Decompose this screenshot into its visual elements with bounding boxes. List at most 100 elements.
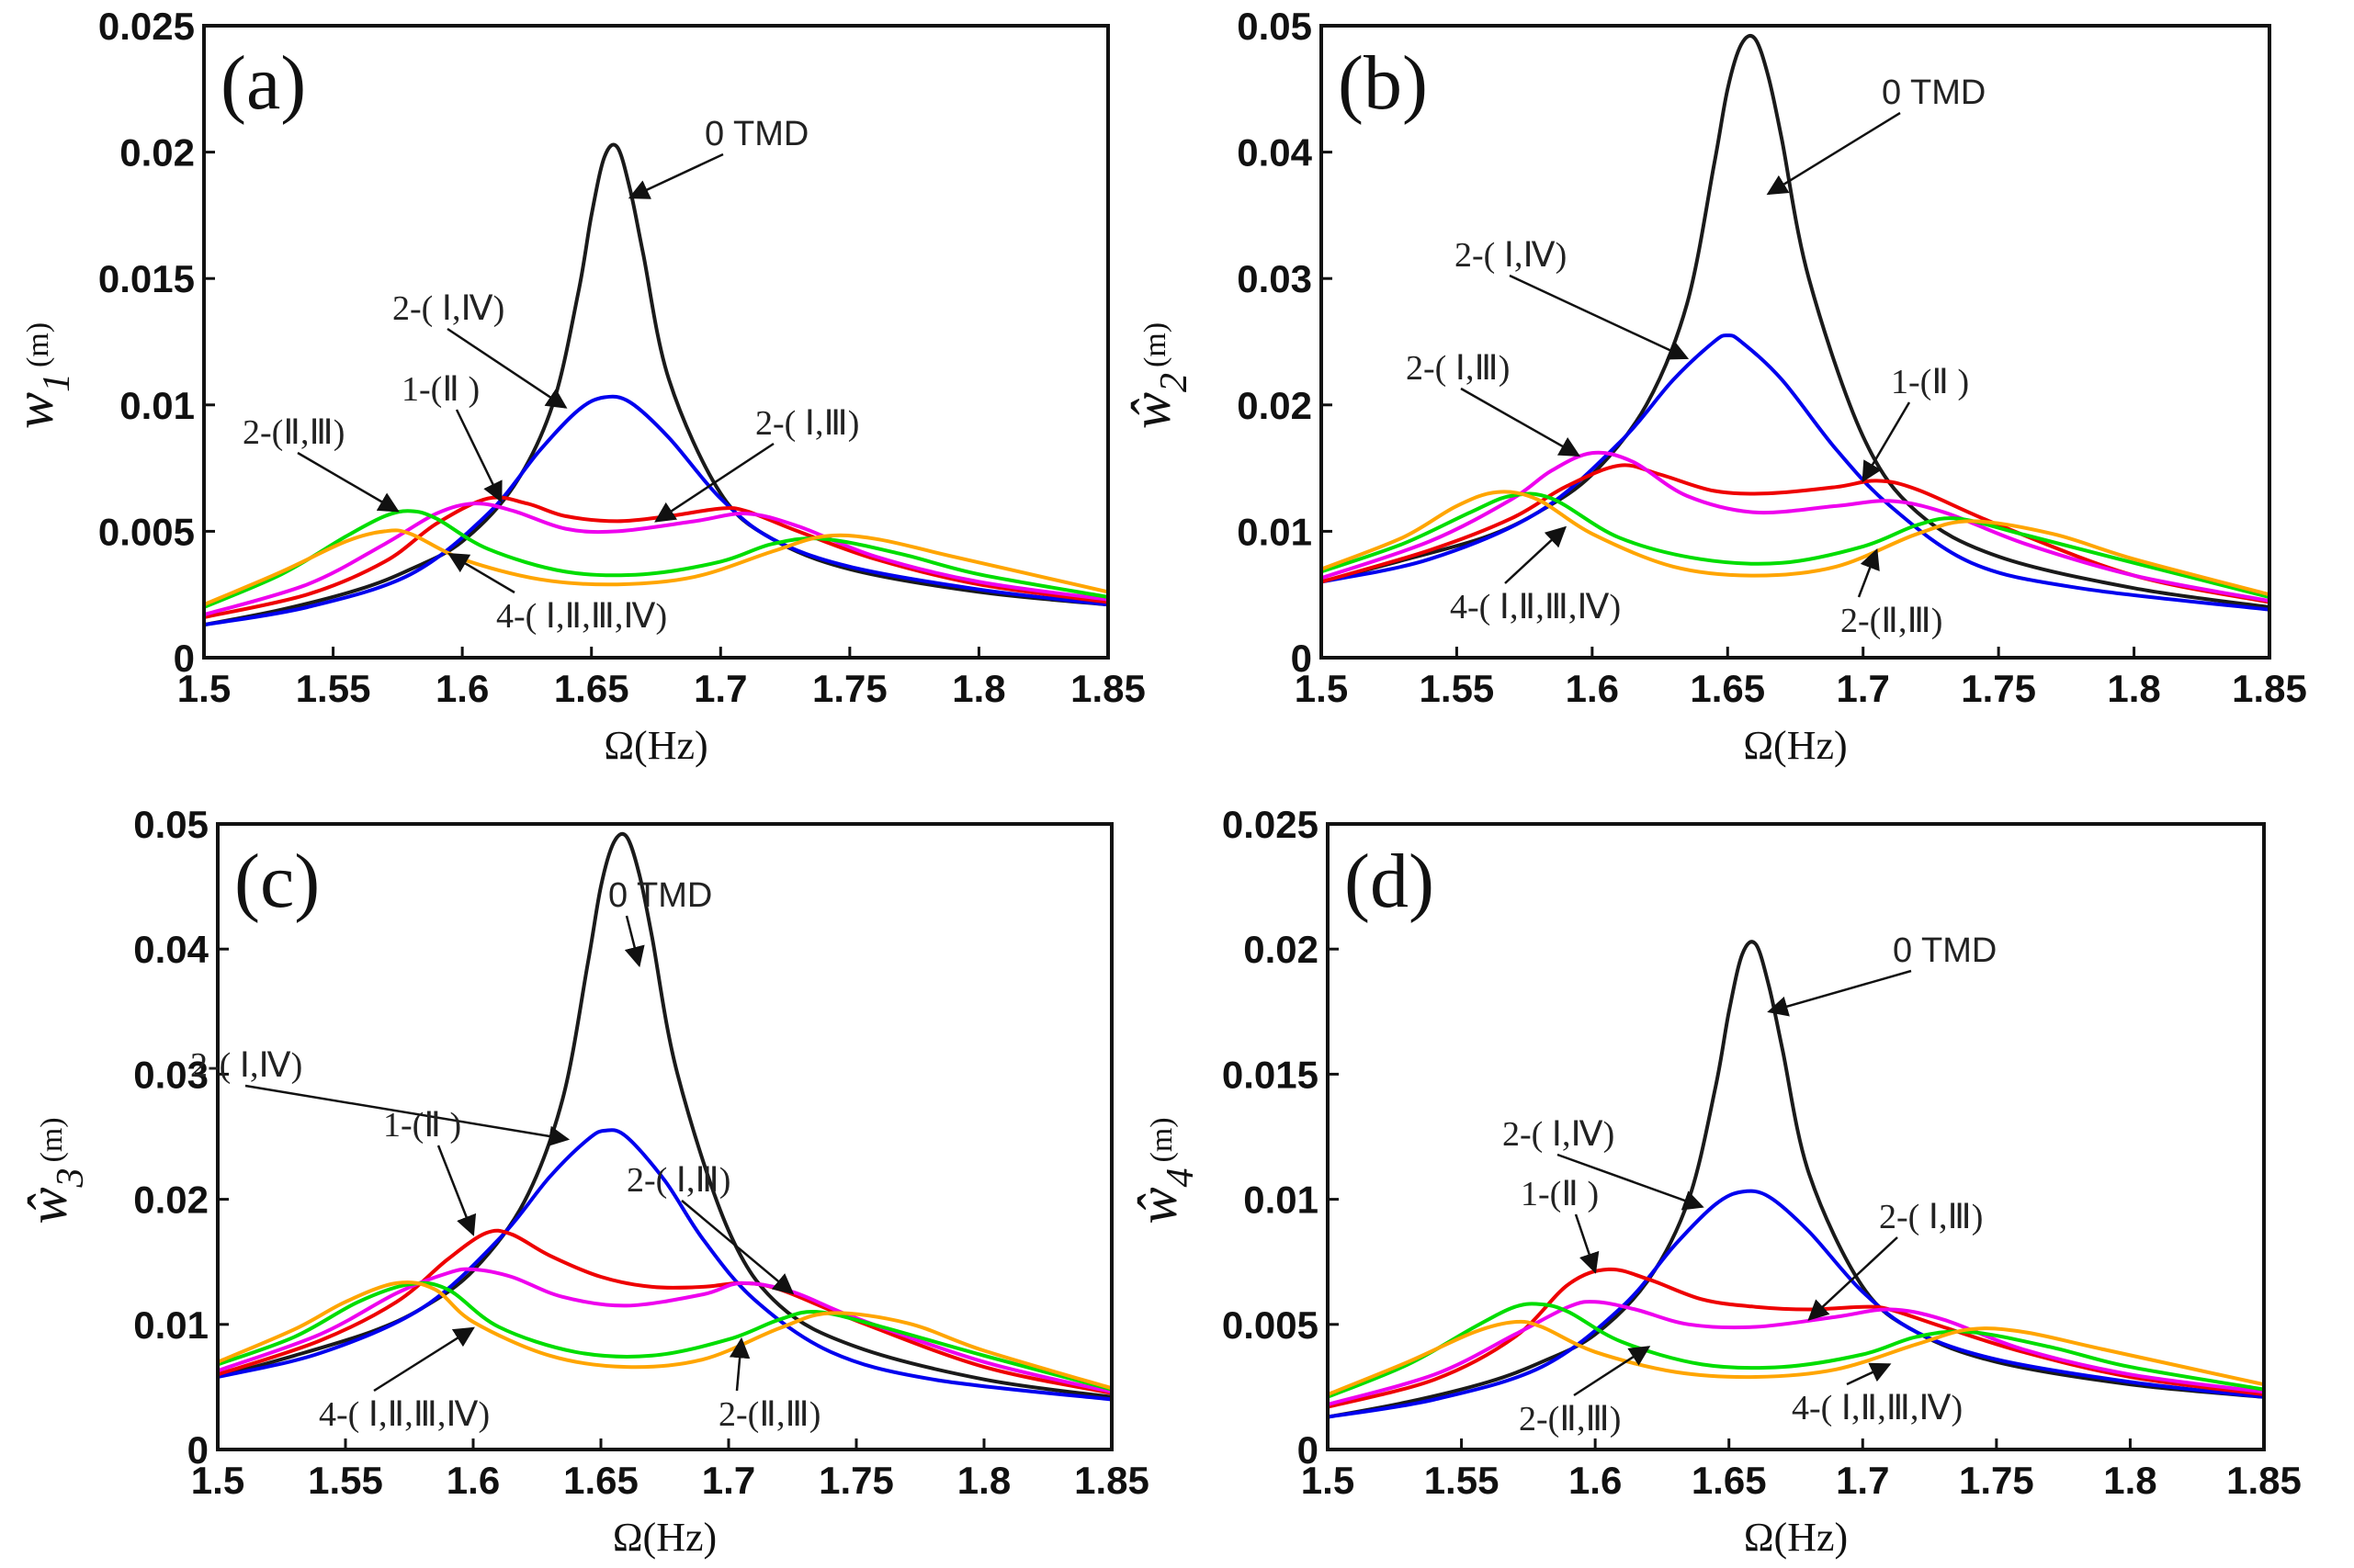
y-axis-subscript: 4 <box>1160 1168 1202 1188</box>
y-tick-label: 0.01 <box>119 384 195 427</box>
x-tick-label: 1.8 <box>2107 667 2160 710</box>
x-tick-label: 1.55 <box>308 1459 383 1502</box>
y-tick-label: 0.04 <box>133 928 209 971</box>
x-tick-label: 1.75 <box>819 1459 894 1502</box>
series-line-0-tmd <box>1328 940 2264 1419</box>
annotation-arrow <box>681 1200 795 1295</box>
y-tick-label: 0.025 <box>1222 803 1318 846</box>
y-tick-label: 0 <box>174 637 195 680</box>
series-line-4-i-ii-iii-iv <box>218 1280 1112 1391</box>
panel-label: (a) <box>221 40 306 126</box>
series-line-4-i-ii-iii-iv <box>1328 1319 2264 1396</box>
series-line-0-tmd <box>1321 34 2269 609</box>
y-tick-label: 0.015 <box>98 257 195 300</box>
series-line-1-ii <box>1328 1267 2264 1409</box>
x-tick-label: 1.5 <box>177 667 231 710</box>
y-axis-unit: (m) <box>1145 1117 1179 1162</box>
panel-d: 1.5 1.55 1.6 1.65 1.7 1.75 1.8 1.85 0 0.005 0.01 0.… <box>1127 803 2302 1560</box>
series-line-1-ii <box>1321 463 2269 604</box>
x-tick-label: 1.8 <box>957 1459 1011 1502</box>
x-axis-label: Ω(Hz) <box>1744 1515 1848 1560</box>
panel-b: 1.5 1.55 1.6 1.65 1.7 1.75 1.8 1.85 0 0.01 0.02 0.0… <box>1121 5 2307 768</box>
panel-label: (d) <box>1344 839 1434 924</box>
y-tick-label: 0 <box>187 1428 209 1472</box>
x-tick-label: 1.85 <box>1070 667 1146 710</box>
annotation-label: 2-(Ⅱ,Ⅲ) <box>719 1395 821 1434</box>
x-tick-label: 1.85 <box>2226 1459 2302 1502</box>
x-tick-label: 1.75 <box>1959 1459 2034 1502</box>
x-tick-label: 1.7 <box>694 667 747 710</box>
x-tick-label: 1.8 <box>952 667 1005 710</box>
x-tick-label: 1.75 <box>812 667 888 710</box>
annotation-label: 0 TMD <box>1893 931 1997 970</box>
annotation-label: 2-( Ⅰ,Ⅳ) <box>1502 1115 1614 1154</box>
series-line-2-i-iv <box>204 394 1108 627</box>
annotation-arrow <box>1504 525 1567 584</box>
annotation-label: 1-(Ⅱ ) <box>1521 1175 1599 1213</box>
plot-frame <box>1326 822 2266 1451</box>
y-tick-label: 0.02 <box>119 131 195 175</box>
annotation-arrow <box>1573 1346 1651 1397</box>
plot-frame <box>1319 24 2271 660</box>
annotation-arrow <box>1846 1362 1892 1386</box>
x-tick-label: 1.65 <box>554 667 629 710</box>
annotation-label: 2-( Ⅰ,Ⅲ) <box>1406 349 1510 388</box>
annotation-arrow <box>436 1145 477 1236</box>
annotation-label: 2-(Ⅱ,Ⅲ) <box>243 413 345 452</box>
annotation-arrow <box>1460 387 1581 457</box>
annotation-arrow <box>1574 1213 1600 1274</box>
y-axis-symbol: ŵ <box>17 1187 78 1224</box>
y-tick-label: 0.03 <box>1237 257 1312 300</box>
y-tick-label: 0.03 <box>133 1053 209 1096</box>
x-tick-label: 1.8 <box>2103 1459 2156 1502</box>
annotation-arrow <box>1766 111 1901 196</box>
series-line-1-ii <box>218 1228 1112 1395</box>
panel-label: (b) <box>1338 40 1428 126</box>
x-axis-label: Ω(Hz) <box>1743 723 1847 768</box>
plot-frame <box>216 822 1114 1451</box>
annotation-arrow <box>1862 401 1911 483</box>
annotation-label: 0 TMD <box>608 876 712 915</box>
annotation-label: 2-(Ⅱ,Ⅲ) <box>1840 602 1942 640</box>
series-line-2-i-iii <box>1321 450 2269 604</box>
annotation-arrow <box>1857 547 1880 598</box>
series-line-2-i-iii <box>1328 1300 2264 1406</box>
y-axis-symbol: w <box>4 392 64 429</box>
series-line-0-tmd <box>218 831 1112 1399</box>
annotation-arrow <box>729 1337 751 1392</box>
x-tick-label: 1.5 <box>191 1459 244 1502</box>
annotation-label: 2-( Ⅰ,Ⅲ) <box>627 1161 730 1200</box>
annotation-arrow <box>447 553 515 594</box>
y-axis-subscript: 2 <box>1153 373 1195 392</box>
y-tick-label: 0.005 <box>98 510 195 553</box>
annotation-label: 2-( Ⅰ,Ⅳ) <box>392 289 504 328</box>
y-tick-label: 0.01 <box>1237 510 1312 553</box>
panel-c: 1.5 1.55 1.6 1.65 1.7 1.75 1.8 1.85 0 0.01 0.02 0.0… <box>17 803 1149 1560</box>
y-axis-symbol: ŵ <box>1121 392 1182 429</box>
x-tick-label: 1.5 <box>1301 1459 1354 1502</box>
annotation-label: 1-(Ⅱ ) <box>383 1106 461 1145</box>
series-line-2-i-iii <box>204 502 1108 617</box>
y-axis-unit: (m) <box>1138 322 1172 367</box>
y-tick-label: 0.025 <box>98 5 195 48</box>
annotation-label: 4-( Ⅰ,Ⅱ,Ⅲ,Ⅳ) <box>496 597 667 636</box>
annotation-arrow <box>1509 274 1690 360</box>
y-axis-subscript: 1 <box>36 373 78 392</box>
annotation-label: 4-( Ⅰ,Ⅱ,Ⅲ,Ⅳ) <box>1450 588 1621 626</box>
x-tick-label: 1.65 <box>563 1459 639 1502</box>
x-tick-label: 1.6 <box>1566 667 1619 710</box>
x-tick-label: 1.85 <box>1074 1459 1149 1502</box>
annotation-label: 2-( Ⅰ,Ⅳ) <box>190 1046 302 1085</box>
y-axis-unit: (m) <box>21 322 55 367</box>
series-line-2-i-iv <box>1321 333 2269 612</box>
series-line-2-ii-iii <box>1321 491 2269 599</box>
annotation-arrow <box>1807 1236 1898 1321</box>
y-axis-label: ŵ4 (m) <box>1127 1117 1202 1224</box>
y-tick-label: 0.005 <box>1222 1303 1318 1347</box>
annotation-arrow <box>455 409 503 503</box>
annotation-label: 2-( Ⅰ,Ⅲ) <box>755 404 859 443</box>
y-tick-label: 0.05 <box>133 803 209 846</box>
annotation-arrow <box>373 1326 475 1393</box>
y-axis-label: w1 (m) <box>4 322 78 429</box>
